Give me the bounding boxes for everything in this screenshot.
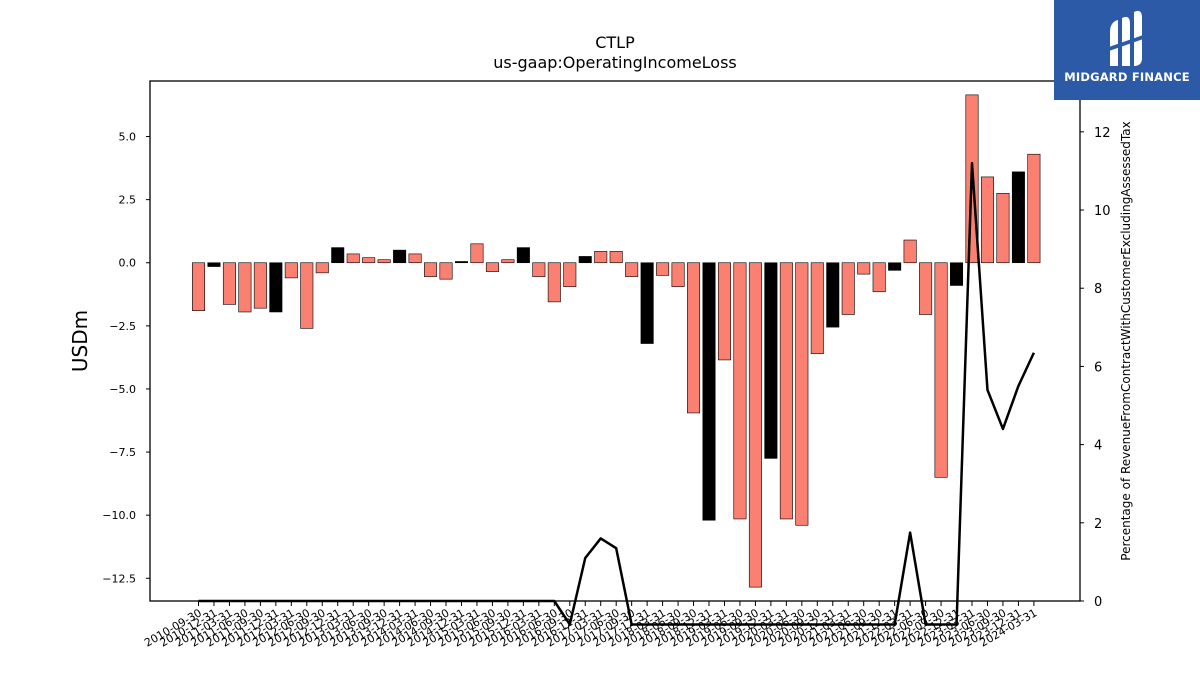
chart-subtitle: us-gaap:OperatingIncomeLoss (493, 53, 737, 72)
y2-tick-label: 10 (1094, 204, 1111, 219)
bar-2018-09-30 (687, 262, 701, 414)
bar-2020-09-30 (810, 262, 824, 354)
bar-2018-03-31 (656, 262, 670, 276)
bar-2012-06-30 (300, 262, 314, 329)
bar-2011-06-30 (238, 262, 252, 313)
bar-2015-03-31 (470, 243, 484, 264)
bar-2014-03-31 (408, 253, 422, 264)
y2-axis: 0 2 4 6 8 10 12 (1080, 126, 1111, 610)
bar-2017-12-31 (640, 262, 654, 344)
bar-2012-12-31 (331, 247, 345, 264)
bar-2016-09-30 (563, 262, 577, 288)
bar-2021-09-30 (872, 262, 886, 293)
bar-2020-06-30 (795, 262, 809, 526)
bar-2011-03-31 (222, 262, 236, 305)
bar-2018-12-31 (702, 262, 716, 521)
y2-tick-label: 4 (1094, 439, 1102, 454)
x-axis: 2010-09-302010-12-312011-03-312011-06-30… (142, 601, 1039, 650)
y2-tick-label: 0 (1094, 595, 1102, 610)
percentage-line (198, 161, 1036, 626)
bar-2015-06-30 (485, 262, 499, 272)
bar-2016-12-31 (578, 256, 592, 264)
y2-tick-label: 6 (1094, 360, 1102, 375)
y-tick-label: −7.5 (109, 446, 136, 459)
bar-2013-06-30 (362, 257, 376, 264)
bars-layer (192, 94, 1041, 588)
y2-tick-label: 12 (1094, 126, 1111, 141)
line-layer (198, 161, 1036, 626)
plot-frame (149, 80, 1081, 602)
bar-2010-09-30 (192, 262, 206, 312)
bar-2018-06-30 (671, 262, 685, 288)
bar-2017-06-30 (609, 251, 623, 264)
logo-mark-icon (1106, 10, 1146, 66)
bar-2021-12-31 (888, 262, 902, 271)
y2-axis-label: Percentage of RevenueFromContractWithCus… (1119, 121, 1133, 560)
bar-2019-09-30 (748, 262, 762, 588)
y-axis: 5.0 2.5 0.0 −2.5 −5.0 −7.5 −10.0 −12.5 (102, 131, 150, 585)
bar-2016-06-30 (547, 262, 561, 303)
bar-2015-09-30 (501, 259, 515, 264)
y-tick-label: 2.5 (119, 194, 137, 207)
bar-2017-09-30 (625, 262, 639, 277)
bar-2013-03-31 (346, 253, 360, 264)
bar-2023-09-30 (996, 193, 1010, 264)
bar-2014-06-30 (424, 262, 438, 277)
y2-tick-label: 2 (1094, 517, 1102, 532)
bar-2020-12-31 (826, 262, 840, 328)
bar-2012-03-31 (284, 262, 298, 279)
y2-tick-label: 8 (1094, 282, 1102, 297)
y-tick-label: 0.0 (119, 257, 137, 270)
bar-2024-03-31 (1027, 153, 1041, 264)
bar-2023-12-31 (1011, 171, 1025, 264)
bar-2015-12-31 (516, 247, 530, 264)
chart-title: CTLP (595, 33, 635, 52)
bar-2014-12-31 (454, 261, 468, 264)
bar-2019-03-31 (717, 262, 731, 361)
bar-2013-12-31 (393, 249, 407, 264)
bar-2022-09-30 (934, 262, 948, 478)
y-axis-label: USDm (68, 310, 92, 372)
bar-2022-03-31 (903, 239, 917, 264)
bar-2022-06-30 (919, 262, 933, 315)
bar-2021-06-30 (857, 262, 871, 275)
y-tick-label: −2.5 (109, 320, 136, 333)
bar-2022-12-31 (950, 262, 964, 286)
y-tick-label: −12.5 (102, 572, 136, 585)
bar-2011-12-31 (269, 262, 283, 313)
bar-2019-06-30 (733, 262, 747, 520)
bar-2013-09-30 (377, 259, 391, 264)
y-tick-label: 5.0 (119, 131, 137, 144)
bar-2016-03-31 (532, 262, 546, 277)
logo-text: MIDGARD FINANCE (1064, 70, 1190, 84)
bar-2012-09-30 (315, 262, 329, 274)
bar-2017-03-31 (594, 251, 608, 264)
y-tick-label: −10.0 (102, 509, 136, 522)
bar-2010-12-31 (207, 262, 221, 267)
bar-2023-06-30 (980, 176, 994, 264)
bar-2021-03-31 (841, 262, 855, 315)
bar-2014-09-30 (439, 262, 453, 280)
bar-2020-03-31 (779, 262, 793, 520)
bar-2019-12-31 (764, 262, 778, 459)
y-tick-label: −5.0 (109, 383, 136, 396)
bar-2011-09-30 (253, 262, 267, 309)
midgard-finance-logo: MIDGARD FINANCE (1054, 0, 1200, 100)
